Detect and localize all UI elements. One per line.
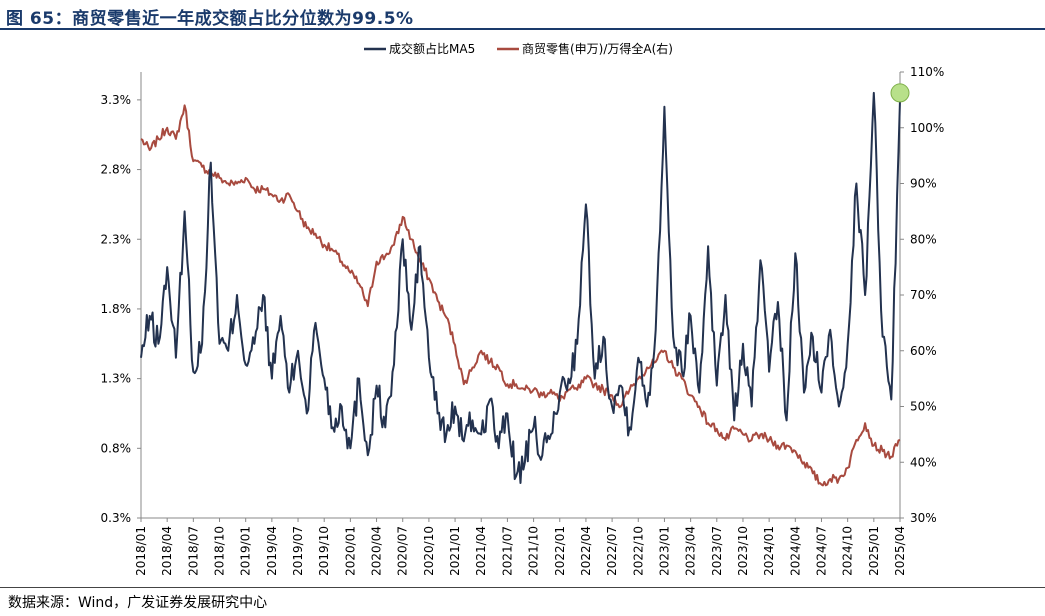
x-tick-label: 2024/07 xyxy=(814,526,828,576)
x-tick-label: 2020/07 xyxy=(396,526,410,576)
line-series-retail-ratio xyxy=(140,104,901,487)
right-tick-label: 70% xyxy=(910,288,937,302)
footer-divider xyxy=(0,587,1045,588)
x-tick-label: 2024/10 xyxy=(841,526,855,576)
x-tick-label: 2022/04 xyxy=(579,526,593,576)
x-tick-label: 2022/07 xyxy=(605,526,619,576)
x-tick-label: 2023/01 xyxy=(657,526,671,576)
x-tick-label: 2021/01 xyxy=(448,526,462,576)
x-tick-label: 2018/04 xyxy=(160,526,174,576)
legend-label-series1: 成交额占比MA5 xyxy=(389,41,475,56)
x-tick-label: 2018/01 xyxy=(134,526,148,576)
right-tick-label: 30% xyxy=(910,511,937,525)
x-tick-label: 2024/04 xyxy=(788,526,802,576)
x-tick-label: 2018/07 xyxy=(186,526,200,576)
x-tick-label: 2019/10 xyxy=(317,526,331,576)
left-tick-label: 0.3% xyxy=(101,511,132,525)
plot-area xyxy=(140,83,910,487)
x-tick-label: 2020/10 xyxy=(422,526,436,576)
left-tick-label: 1.3% xyxy=(101,372,132,386)
legend: 成交额占比MA5 商贸零售(申万)/万得全A(右) xyxy=(364,41,673,56)
x-tick-label: 2021/10 xyxy=(527,526,541,576)
right-tick-label: 90% xyxy=(910,177,937,191)
title-underline xyxy=(0,28,1045,30)
x-tick-label: 2023/07 xyxy=(710,526,724,576)
x-tick-label: 2020/01 xyxy=(343,526,357,576)
chart-title: 图 65：商贸零售近一年成交额占比分位数为99.5% xyxy=(6,9,414,29)
x-tick-label: 2025/01 xyxy=(867,526,881,576)
highlight-marker xyxy=(890,83,910,103)
x-tick-label: 2022/01 xyxy=(553,526,567,576)
x-tick-label: 2019/07 xyxy=(291,526,305,576)
right-tick-label: 100% xyxy=(910,121,944,135)
x-tick-label: 2018/10 xyxy=(213,526,227,576)
x-tick-label: 2024/01 xyxy=(762,526,776,576)
left-tick-label: 2.3% xyxy=(101,232,132,246)
x-tick-label: 2023/04 xyxy=(684,526,698,576)
x-tick-label: 2020/04 xyxy=(370,526,384,576)
axes: 0.3% 0.8% 1.3% 1.8% 2.3% 2.8% 3.3% 30% 40% 50% 60%… xyxy=(101,65,945,576)
right-tick-label: 50% xyxy=(910,400,937,414)
x-tick-label: 2021/07 xyxy=(500,526,514,576)
left-tick-label: 0.8% xyxy=(101,441,132,455)
x-tick-label: 2019/01 xyxy=(239,526,253,576)
x-tick-label: 2023/10 xyxy=(736,526,750,576)
left-tick-label: 2.8% xyxy=(101,163,132,177)
left-tick-label: 1.8% xyxy=(101,302,132,316)
x-tick-label: 2019/04 xyxy=(265,526,279,576)
left-tick-label: 3.3% xyxy=(101,93,132,107)
right-tick-label: 110% xyxy=(910,65,944,79)
right-tick-label: 80% xyxy=(910,232,937,246)
x-tick-label: 2021/04 xyxy=(474,526,488,576)
x-tick-label: 2022/10 xyxy=(631,526,645,576)
line-chart: 0.3% 0.8% 1.3% 1.8% 2.3% 2.8% 3.3% 30% 40% 50% 60%… xyxy=(101,41,945,576)
legend-label-series2: 商贸零售(申万)/万得全A(右) xyxy=(522,41,673,56)
x-tick-label: 2025/04 xyxy=(893,526,907,576)
right-tick-label: 60% xyxy=(910,344,937,358)
line-series-turnover-ma5 xyxy=(140,91,901,484)
right-tick-label: 40% xyxy=(910,455,937,469)
source-note: 数据来源：Wind，广发证券发展研究中心 xyxy=(8,595,268,611)
